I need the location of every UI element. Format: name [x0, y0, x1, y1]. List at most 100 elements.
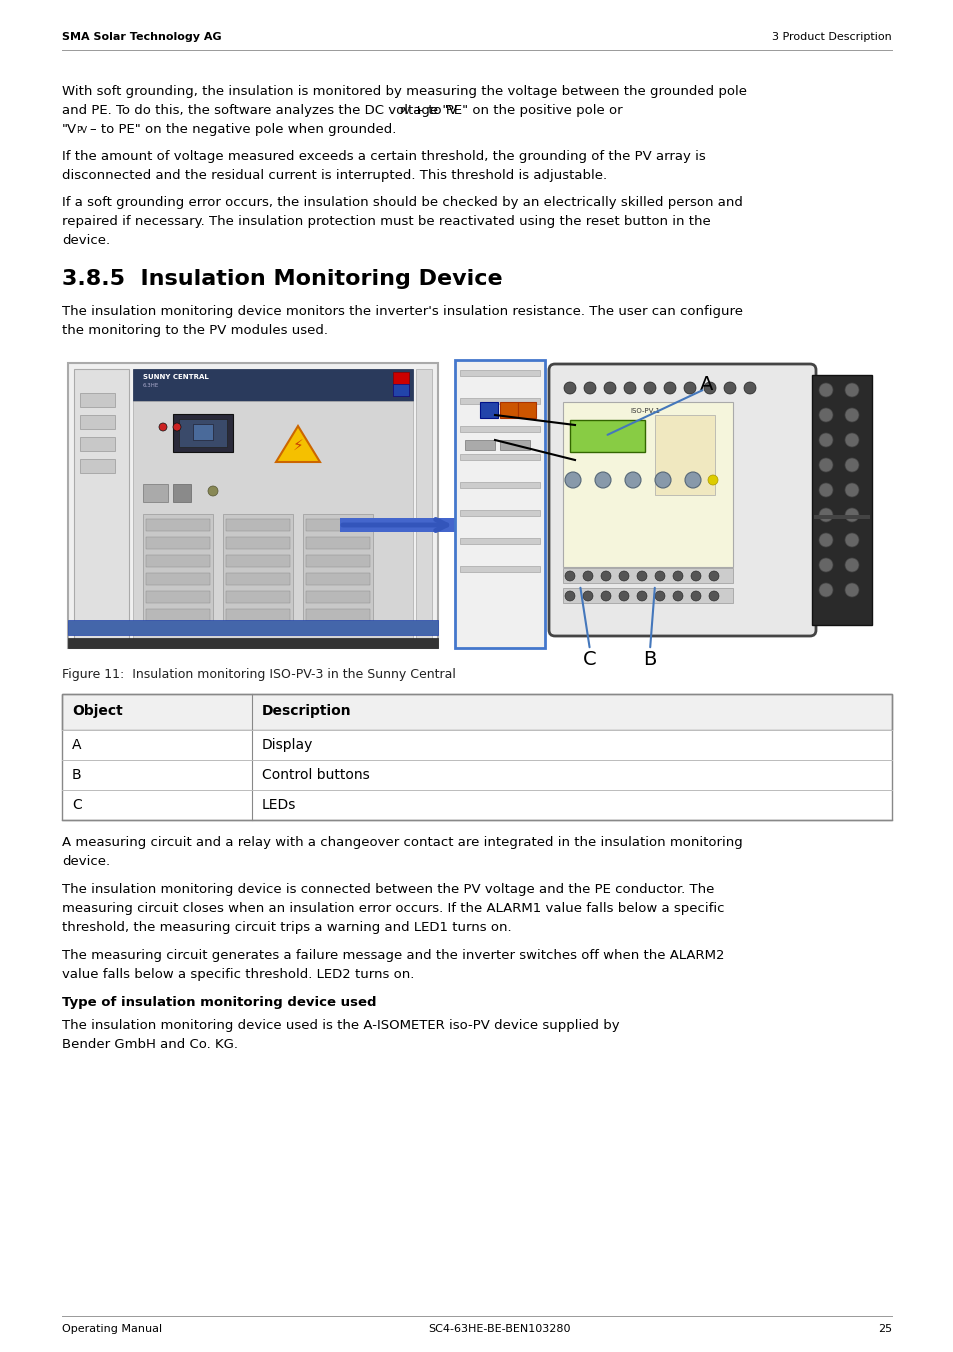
- Circle shape: [637, 571, 646, 581]
- Bar: [226, 573, 290, 585]
- Circle shape: [844, 433, 858, 448]
- Circle shape: [708, 591, 719, 602]
- Text: "V: "V: [62, 123, 77, 137]
- Circle shape: [655, 472, 670, 488]
- Circle shape: [844, 458, 858, 472]
- Text: Figure 11:  Insulation monitoring ISO-PV-3 in the Sunny Central: Figure 11: Insulation monitoring ISO-PV-…: [62, 668, 456, 681]
- Bar: [459, 370, 539, 376]
- Bar: [226, 519, 290, 531]
- Text: repaired if necessary. The insulation protection must be reactivated using the r: repaired if necessary. The insulation pr…: [62, 215, 710, 228]
- Bar: [499, 402, 517, 418]
- Circle shape: [683, 383, 696, 393]
- Bar: [223, 514, 293, 634]
- Bar: [226, 556, 290, 566]
- Text: – to PE" on the negative pole when grounded.: – to PE" on the negative pole when groun…: [90, 123, 395, 137]
- Circle shape: [672, 571, 682, 581]
- Bar: [306, 608, 370, 621]
- Circle shape: [708, 571, 719, 581]
- Circle shape: [743, 383, 755, 393]
- Bar: [393, 384, 409, 396]
- Circle shape: [663, 383, 676, 393]
- Text: 3 Product Description: 3 Product Description: [771, 32, 891, 42]
- Bar: [562, 568, 732, 583]
- Circle shape: [582, 571, 593, 581]
- Bar: [74, 369, 129, 642]
- Circle shape: [564, 571, 575, 581]
- Text: measuring circuit closes when an insulation error occurs. If the ALARM1 value fa: measuring circuit closes when an insulat…: [62, 902, 723, 915]
- Text: Bender GmbH and Co. KG.: Bender GmbH and Co. KG.: [62, 1038, 237, 1051]
- Text: 25: 25: [877, 1324, 891, 1334]
- Text: and PE. To do this, the software analyzes the DC voltage "V: and PE. To do this, the software analyze…: [62, 104, 457, 118]
- Bar: [459, 426, 539, 433]
- Circle shape: [818, 508, 832, 522]
- Bar: [303, 514, 373, 634]
- Bar: [80, 437, 115, 452]
- Text: the monitoring to the PV modules used.: the monitoring to the PV modules used.: [62, 324, 328, 337]
- Circle shape: [690, 571, 700, 581]
- Circle shape: [684, 472, 700, 488]
- Text: Control buttons: Control buttons: [262, 768, 370, 781]
- Circle shape: [818, 483, 832, 498]
- Bar: [146, 537, 210, 549]
- Bar: [655, 415, 714, 495]
- Bar: [499, 439, 530, 450]
- FancyBboxPatch shape: [548, 364, 815, 635]
- Text: device.: device.: [62, 854, 110, 868]
- Bar: [62, 790, 891, 821]
- Text: The insulation monitoring device is connected between the PV voltage and the PE : The insulation monitoring device is conn…: [62, 883, 714, 896]
- Circle shape: [564, 472, 580, 488]
- Bar: [306, 573, 370, 585]
- Text: + to PE" on the positive pole or: + to PE" on the positive pole or: [413, 104, 622, 118]
- Bar: [62, 694, 891, 821]
- Bar: [146, 556, 210, 566]
- Bar: [811, 375, 871, 625]
- Bar: [172, 414, 233, 452]
- Text: If a soft grounding error occurs, the insulation should be checked by an electri: If a soft grounding error occurs, the in…: [62, 196, 742, 210]
- Circle shape: [624, 472, 640, 488]
- Bar: [393, 372, 409, 396]
- Text: B: B: [642, 650, 656, 669]
- Bar: [813, 515, 869, 519]
- Circle shape: [643, 383, 656, 393]
- Bar: [306, 556, 370, 566]
- Circle shape: [582, 591, 593, 602]
- Text: device.: device.: [62, 234, 110, 247]
- Circle shape: [595, 472, 610, 488]
- Text: threshold, the measuring circuit trips a warning and LED1 turns on.: threshold, the measuring circuit trips a…: [62, 921, 511, 934]
- Circle shape: [600, 591, 610, 602]
- Bar: [193, 425, 213, 439]
- Circle shape: [707, 475, 718, 485]
- Circle shape: [844, 583, 858, 598]
- Bar: [459, 454, 539, 460]
- Text: PV: PV: [76, 126, 87, 135]
- Circle shape: [623, 383, 636, 393]
- Circle shape: [818, 583, 832, 598]
- Circle shape: [655, 571, 664, 581]
- Text: 3.8.5  Insulation Monitoring Device: 3.8.5 Insulation Monitoring Device: [62, 269, 502, 289]
- Circle shape: [818, 458, 832, 472]
- Bar: [226, 591, 290, 603]
- Bar: [179, 419, 227, 448]
- Text: Object: Object: [71, 704, 123, 718]
- Bar: [459, 566, 539, 572]
- Text: ISO-PV-1: ISO-PV-1: [629, 408, 659, 414]
- Text: A measuring circuit and a relay with a changeover contact are integrated in the : A measuring circuit and a relay with a c…: [62, 836, 742, 849]
- Circle shape: [818, 558, 832, 572]
- Text: ⚡: ⚡: [293, 438, 303, 453]
- Circle shape: [818, 383, 832, 397]
- Text: The insulation monitoring device used is the A-ISOMETER iso-PV device supplied b: The insulation monitoring device used is…: [62, 1019, 619, 1032]
- Bar: [562, 402, 732, 566]
- Text: PV: PV: [398, 107, 410, 116]
- Circle shape: [723, 383, 735, 393]
- Bar: [146, 591, 210, 603]
- Circle shape: [844, 508, 858, 522]
- Circle shape: [637, 591, 646, 602]
- Bar: [146, 519, 210, 531]
- Circle shape: [690, 591, 700, 602]
- Circle shape: [618, 571, 628, 581]
- Bar: [146, 608, 210, 621]
- Text: Description: Description: [262, 704, 352, 718]
- Bar: [226, 537, 290, 549]
- Text: A: A: [71, 738, 81, 752]
- Text: LEDs: LEDs: [262, 798, 296, 813]
